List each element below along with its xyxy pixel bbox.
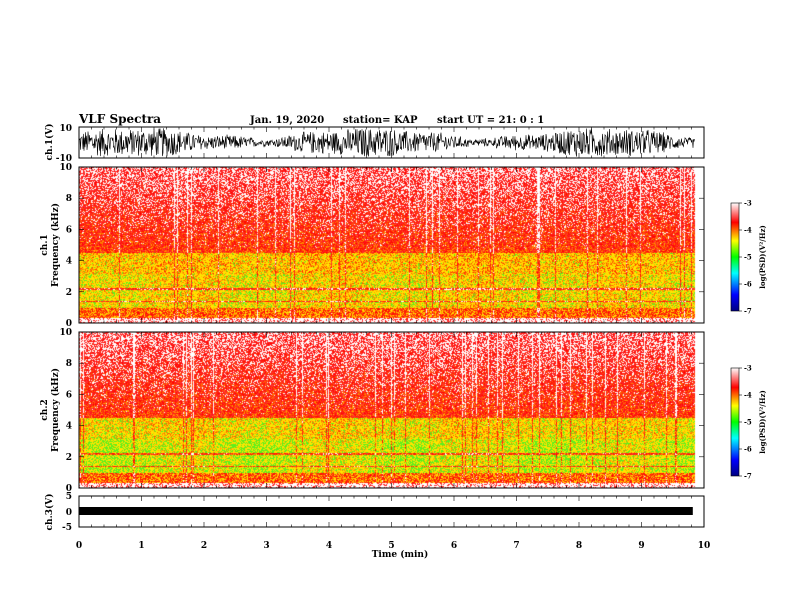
colorbar-tick-label: -3 [744, 199, 752, 208]
ch2-colorbar-gradient [730, 367, 740, 477]
ch3-ytick-bottom: -5 [62, 523, 72, 533]
frequency-tick-label: 8 [66, 359, 72, 369]
ch2-spectrogram-image [79, 332, 704, 488]
ch3-ytick-mid: 0 [66, 508, 72, 518]
ch1-waveform-line [78, 128, 695, 157]
ch1-spectrogram-panel: 0 2 4 6 8 10 ch.1 Frequency (kHz) [40, 163, 705, 329]
ch3-ytick-top: 5 [66, 492, 72, 502]
date-label: Jan. 19, 2020 [249, 115, 324, 126]
frequency-tick-label: 2 [66, 453, 72, 463]
frequency-tick-label: 0 [66, 484, 72, 494]
colorbar-tick-label: -4 [744, 391, 752, 400]
ch2-colorbar-label: log(PSD)(V²/Hz) [758, 390, 767, 454]
ch1-spectrogram-ylabel-channel: ch.1 [40, 234, 50, 255]
figure-title: VLF Spectra [78, 112, 161, 126]
frequency-tick-label: 6 [66, 225, 72, 235]
colorbar-tick-label: -7 [744, 307, 752, 316]
frequency-tick-label: 4 [66, 257, 72, 267]
x-tick-label: 2 [201, 541, 207, 551]
ch1-colorbar: -3 -4 -5 -6 -7 log(PSD)(V²/Hz) [730, 199, 767, 316]
x-tick-label: 1 [138, 541, 144, 551]
x-tick-label: 6 [451, 541, 457, 551]
frequency-tick-label: 10 [59, 328, 72, 338]
ch2-spectrogram-ylabel-channel: ch.2 [40, 399, 50, 420]
x-tick-label: 9 [638, 541, 644, 551]
ch1-waveform-panel: 10 -10 ch.1(V) [44, 124, 705, 164]
ch1-spectrogram-image [79, 167, 704, 323]
time-xlabel: Time (min) [372, 549, 429, 560]
colorbar-tick-label: -5 [744, 418, 752, 427]
ch2-spectrogram-panel: 0 2 4 6 8 10 ch.2 Frequency (kHz) [40, 328, 705, 494]
colorbar-tick-label: -6 [744, 280, 752, 289]
frequency-tick-label: 10 [59, 163, 72, 173]
x-tick-label: 10 [698, 541, 711, 551]
colorbar-tick-label: -5 [744, 253, 752, 262]
x-tick-label: 5 [388, 541, 394, 551]
frequency-tick-label: 4 [66, 422, 72, 432]
frequency-tick-label: 6 [66, 390, 72, 400]
x-tick-label: 3 [263, 541, 269, 551]
ch1-voltage-ylabel: ch.1(V) [44, 124, 55, 161]
station-label: station= KAP [343, 115, 418, 126]
start-time-label: start UT = 21: 0 : 1 [437, 115, 544, 126]
frequency-tick-label: 8 [66, 194, 72, 204]
frequency-tick-label: 2 [66, 288, 72, 298]
x-tick-label: 8 [576, 541, 582, 551]
ch1-spectrogram-ylabel-frequency: Frequency (kHz) [50, 203, 61, 287]
ch1-ytick-bottom: -10 [56, 154, 72, 164]
ch3-waveform-panel: 5 0 -5 ch.3(V) 0 1 2 3 4 5 6 7 8 9 10 Time (min) [44, 492, 710, 560]
colorbar-tick-label: -3 [744, 364, 752, 373]
colorbar-tick-label: -4 [744, 226, 752, 235]
x-tick-label: 7 [513, 541, 519, 551]
frequency-tick-label: 0 [66, 319, 72, 329]
ch1-ytick-top: 10 [59, 124, 72, 134]
ch1-colorbar-label: log(PSD)(V²/Hz) [758, 225, 767, 289]
ch3-waveform-band [79, 507, 693, 515]
x-tick-label: 0 [76, 541, 82, 551]
ch2-spectrogram-ylabel-frequency: Frequency (kHz) [50, 368, 61, 452]
colorbar-tick-label: -7 [744, 472, 752, 481]
x-tick-label: 4 [326, 541, 332, 551]
ch1-colorbar-gradient [730, 202, 740, 312]
ch2-colorbar: -3 -4 -5 -6 -7 log(PSD)(V²/Hz) [730, 364, 767, 481]
colorbar-tick-label: -6 [744, 445, 752, 454]
ch3-voltage-ylabel: ch.3(V) [44, 494, 55, 531]
